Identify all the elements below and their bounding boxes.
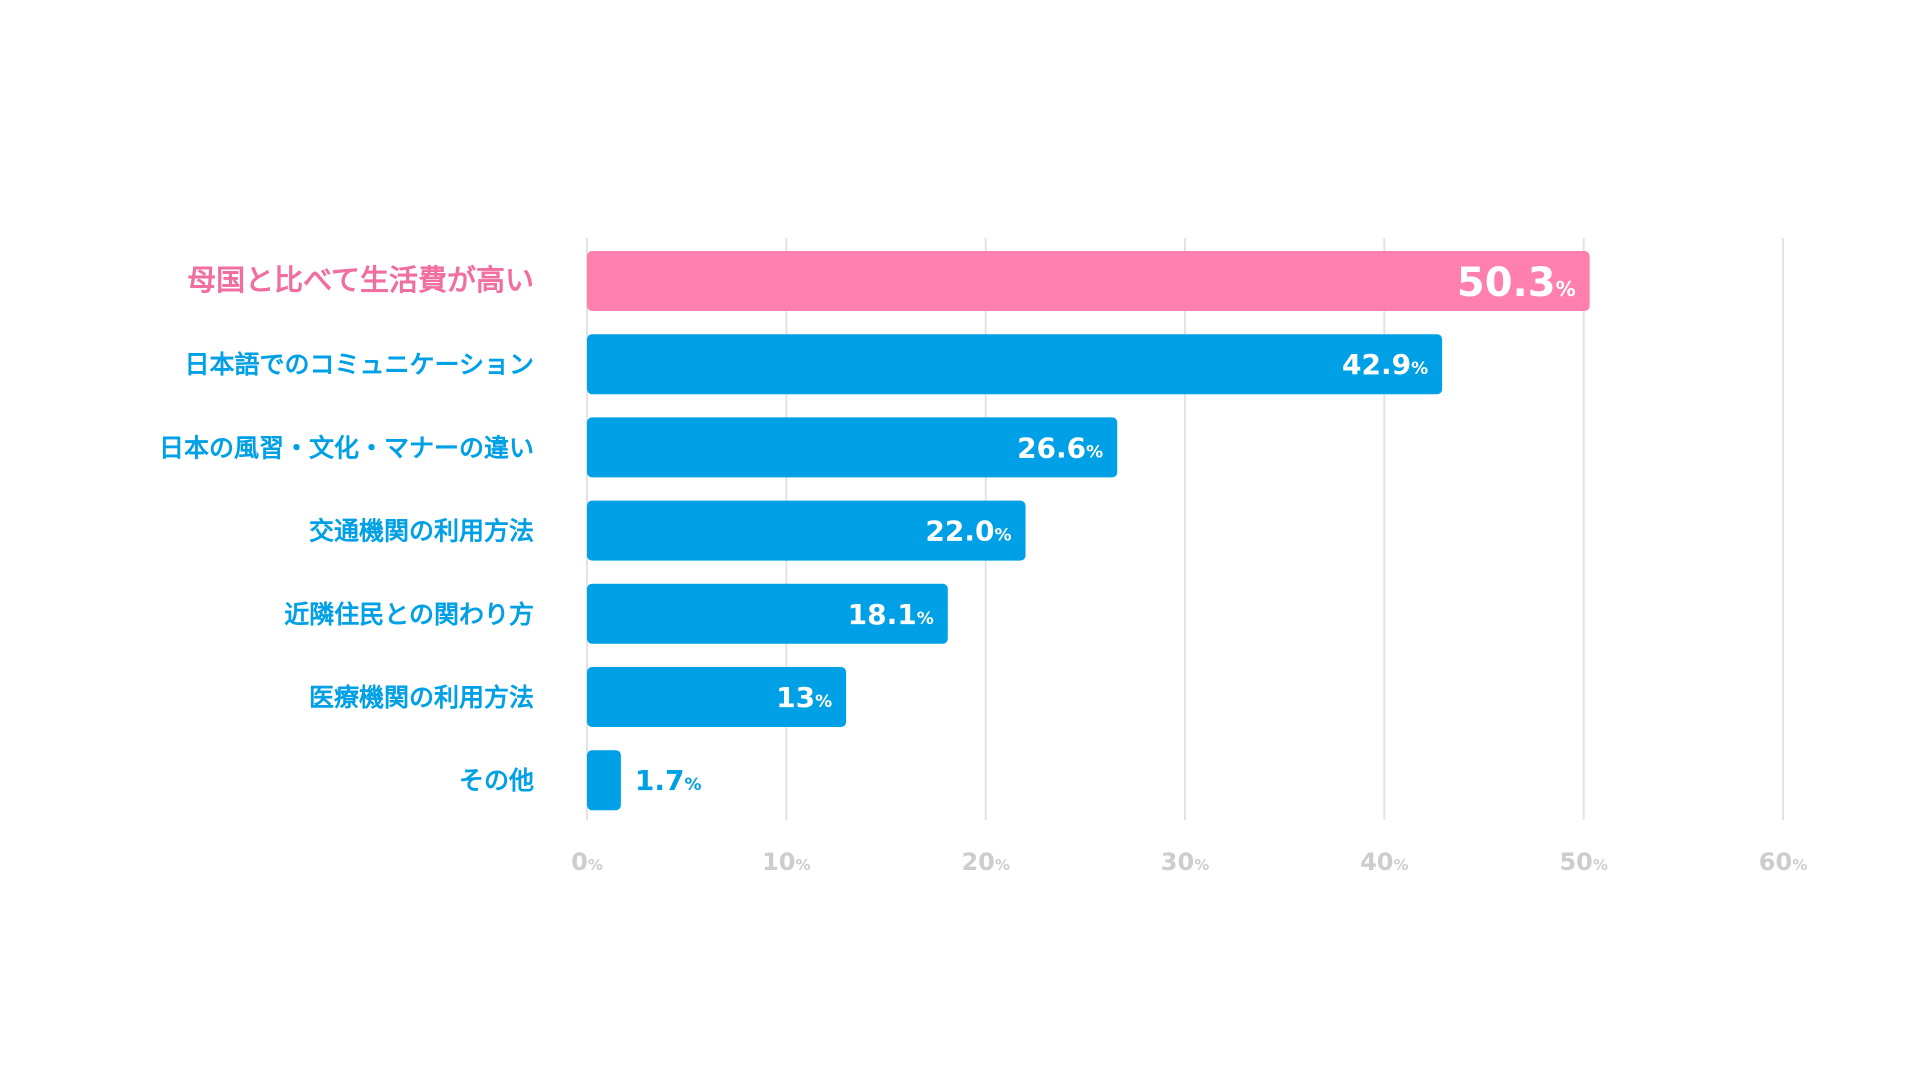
x-tick-unit: %	[1194, 856, 1209, 874]
value-unit: %	[1411, 359, 1428, 379]
value-number: 18.1	[848, 598, 917, 631]
x-tick-number: 60	[1759, 848, 1792, 876]
category-label-6: その他	[459, 766, 534, 795]
x-tick-number: 30	[1161, 848, 1194, 876]
category-labels: 母国と比べて生活費が高い日本語でのコミュニケーション日本の風習・文化・マナーの違…	[159, 263, 534, 795]
category-label-4: 近隣住民との関わり方	[284, 600, 534, 629]
bar-6	[587, 750, 621, 811]
category-label-2: 日本の風習・文化・マナーの違い	[159, 433, 534, 462]
bar-4	[587, 583, 948, 644]
value-unit: %	[1086, 442, 1103, 462]
x-tick-label-60: 60%	[1759, 848, 1807, 876]
bar-layer: 50.3%42.9%26.6%22.0%18.1%13%1.7%	[587, 251, 1590, 811]
x-tick-unit: %	[1593, 856, 1608, 874]
x-tick-number: 10	[762, 848, 795, 876]
category-label-5: 医療機関の利用方法	[309, 683, 534, 712]
value-number: 26.6	[1017, 431, 1086, 464]
x-tick-unit: %	[796, 856, 811, 874]
x-tick-number: 40	[1360, 848, 1393, 876]
value-number: 22.0	[925, 515, 994, 548]
x-tick-unit: %	[1394, 856, 1409, 874]
x-axis: 0% 10% 20% 30% 40% 50% 60%	[571, 848, 1807, 876]
x-tick-label-50: 50%	[1559, 848, 1607, 876]
x-tick-label-20: 20%	[961, 848, 1009, 876]
value-label-6: 1.7%	[635, 764, 702, 797]
category-label-3: 交通機関の利用方法	[309, 517, 534, 546]
value-unit: %	[1556, 277, 1576, 301]
value-unit: %	[684, 775, 701, 795]
value-number: 42.9	[1342, 348, 1411, 381]
value-label-2: 26.6%	[1017, 431, 1103, 464]
category-label-0: 母国と比べて生活費が高い	[187, 263, 534, 297]
x-tick-number: 50	[1559, 848, 1592, 876]
value-label-5: 13%	[776, 681, 832, 714]
x-tick-label-30: 30%	[1161, 848, 1209, 876]
bar-0	[587, 251, 1590, 311]
value-unit: %	[815, 692, 832, 712]
value-number: 1.7	[635, 764, 685, 797]
x-tick-label-40: 40%	[1360, 848, 1408, 876]
x-tick-number: 0	[571, 848, 588, 876]
value-label-0: 50.3%	[1457, 260, 1576, 306]
value-unit: %	[994, 526, 1011, 546]
bar-2	[587, 417, 1118, 478]
x-tick-unit: %	[1792, 856, 1807, 874]
value-label-1: 42.9%	[1342, 348, 1428, 381]
x-tick-unit: %	[588, 856, 603, 874]
value-unit: %	[917, 609, 934, 629]
value-number: 50.3	[1457, 260, 1556, 306]
x-tick-unit: %	[995, 856, 1010, 874]
category-label-1: 日本語でのコミュニケーション	[184, 350, 534, 379]
x-tick-label-0: 0%	[571, 848, 603, 876]
bar-3	[587, 500, 1026, 561]
x-tick-label-10: 10%	[762, 848, 810, 876]
value-label-3: 22.0%	[925, 515, 1011, 548]
bar-1	[587, 334, 1443, 395]
value-label-4: 18.1%	[848, 598, 934, 631]
bar-5	[587, 667, 847, 727]
x-tick-number: 20	[961, 848, 994, 876]
value-number: 13	[776, 681, 815, 714]
